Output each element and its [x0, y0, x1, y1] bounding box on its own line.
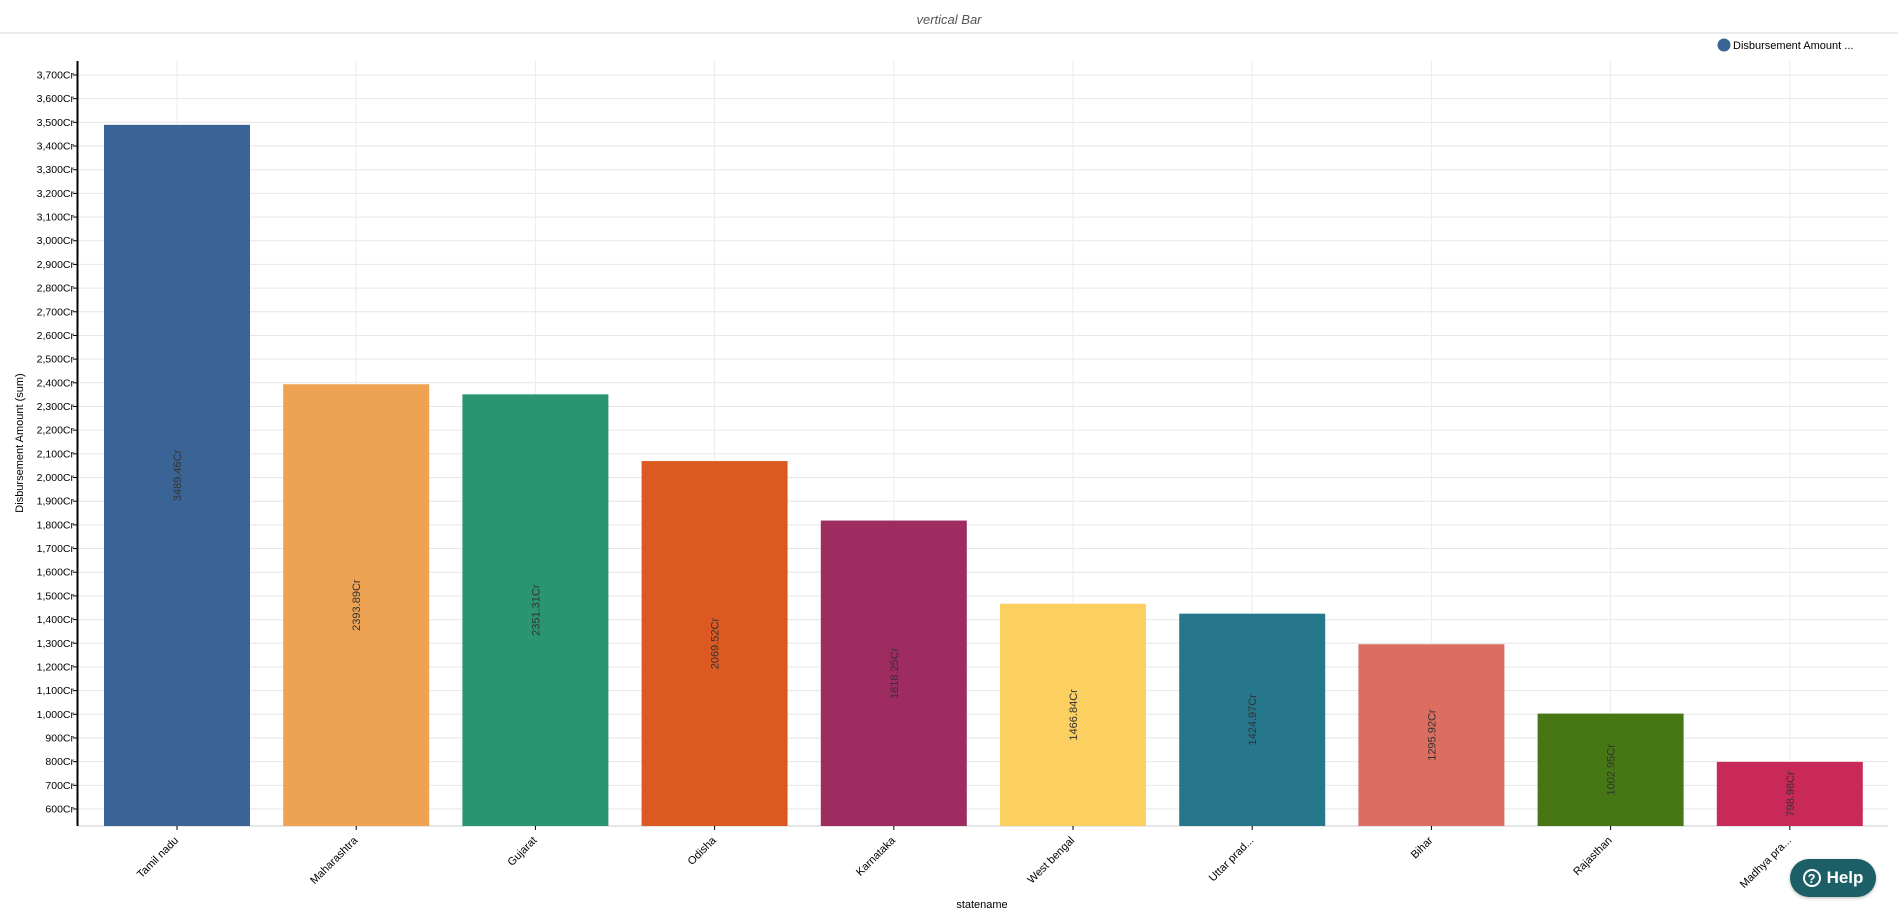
x-tick-label: Uttar prad...: [1207, 835, 1257, 885]
bar-data-label: 1424.97Cr: [1247, 694, 1259, 746]
y-tick-label: 3,100Cr: [37, 212, 75, 224]
bar-data-label: 2393.89Cr: [351, 579, 363, 631]
y-axis-label: Disbursement Amount (sum): [14, 373, 26, 512]
bar[interactable]: [1179, 613, 1326, 826]
legend[interactable]: Disbursement Amount ...: [1717, 38, 1854, 53]
x-tick-label: West bengal: [1026, 835, 1078, 887]
legend-label[interactable]: Disbursement Amount ...: [1733, 40, 1853, 52]
bar-data-label: 798.98Cr: [1785, 771, 1797, 817]
y-tick-label: 900Cr: [45, 732, 74, 744]
x-axis-label: statename: [956, 899, 1007, 910]
y-tick-label: 2,400Cr: [37, 377, 75, 389]
bar[interactable]: [104, 124, 250, 826]
x-axis-ticks: Tamil nadu Maharashtra Gujarat Odisha Karnat…: [135, 826, 1794, 891]
x-tick-label: Rajasthan: [1571, 835, 1615, 879]
help-button[interactable]: ? Help: [1790, 859, 1876, 897]
y-tick-label: 2,500Cr: [37, 354, 75, 366]
bar-data-label: 2351.31Cr: [530, 584, 542, 636]
y-tick-label: 3,300Cr: [37, 164, 75, 176]
x-tick-label: Madhya pra...: [1738, 835, 1794, 891]
bar[interactable]: [1537, 713, 1684, 826]
x-tick-label: Gujarat: [506, 835, 540, 869]
y-tick-label: 1,100Cr: [37, 685, 75, 697]
bar-data-label: 1295.92Cr: [1426, 709, 1438, 761]
y-tick-label: 2,200Cr: [37, 425, 75, 437]
bar[interactable]: [820, 520, 967, 826]
bar-data-label: 1818.25Cr: [889, 647, 901, 699]
bar[interactable]: [1000, 603, 1146, 826]
bar[interactable]: [462, 394, 609, 826]
y-tick-label: 3,600Cr: [37, 93, 75, 105]
y-tick-label: 2,800Cr: [37, 283, 75, 295]
bar-data-label: 1466.84Cr: [1068, 689, 1080, 741]
y-tick-label: 3,400Cr: [37, 141, 75, 153]
y-axis-ticks: 600Cr 700Cr 800Cr 900Cr 1,000Cr 1,100Cr 1,200C…: [37, 70, 78, 816]
y-tick-label: 1,500Cr: [37, 590, 75, 602]
bar[interactable]: [283, 384, 430, 826]
bar-data-label: 3489.46Cr: [172, 449, 184, 501]
bar-data-label: 1002.95Cr: [1606, 744, 1618, 796]
y-tick-label: 2,300Cr: [37, 401, 75, 413]
bar-data-labels: 3489.46Cr 2393.89Cr 2351.31Cr 2069.52Cr 1818…: [172, 449, 1797, 816]
y-tick-label: 1,800Cr: [37, 519, 75, 531]
y-tick-label: 1,200Cr: [37, 661, 75, 673]
bars: [104, 124, 1863, 826]
bar[interactable]: [641, 461, 788, 826]
y-tick-label: 1,300Cr: [37, 638, 75, 650]
y-tick-label: 1,900Cr: [37, 496, 75, 508]
x-tick-label: Karnataka: [854, 834, 899, 879]
x-tick-label: Maharashtra: [308, 834, 361, 887]
chart-subtitle: vertical Bar: [916, 12, 982, 27]
bar[interactable]: [1716, 761, 1863, 826]
y-tick-label: 1,600Cr: [37, 567, 75, 579]
y-tick-label: 1,000Cr: [37, 709, 75, 721]
y-tick-label: 2,000Cr: [37, 472, 75, 484]
y-tick-label: 700Cr: [45, 780, 74, 792]
bar-data-label: 2069.52Cr: [710, 618, 722, 670]
y-tick-label: 2,600Cr: [37, 330, 75, 342]
x-tick-label: Tamil nadu: [135, 835, 181, 881]
y-tick-label: 2,900Cr: [37, 259, 75, 271]
legend-swatch[interactable]: [1717, 38, 1731, 52]
y-tick-label: 1,700Cr: [37, 543, 75, 555]
y-tick-label: 3,000Cr: [37, 235, 75, 247]
x-tick-label: Odisha: [686, 834, 720, 868]
y-tick-label: 1,400Cr: [37, 614, 75, 626]
y-tick-label: 3,500Cr: [37, 117, 75, 129]
y-tick-label: 800Cr: [45, 756, 74, 768]
bar[interactable]: [1358, 644, 1505, 826]
y-tick-label: 2,100Cr: [37, 448, 75, 460]
y-tick-label: 3,700Cr: [37, 70, 75, 82]
help-icon: ?: [1802, 869, 1821, 887]
x-tick-label: Bihar: [1409, 834, 1436, 861]
y-tick-label: 600Cr: [45, 804, 74, 816]
y-tick-label: 3,200Cr: [37, 188, 75, 200]
help-label: Help: [1826, 868, 1864, 887]
y-tick-label: 2,700Cr: [37, 306, 75, 318]
